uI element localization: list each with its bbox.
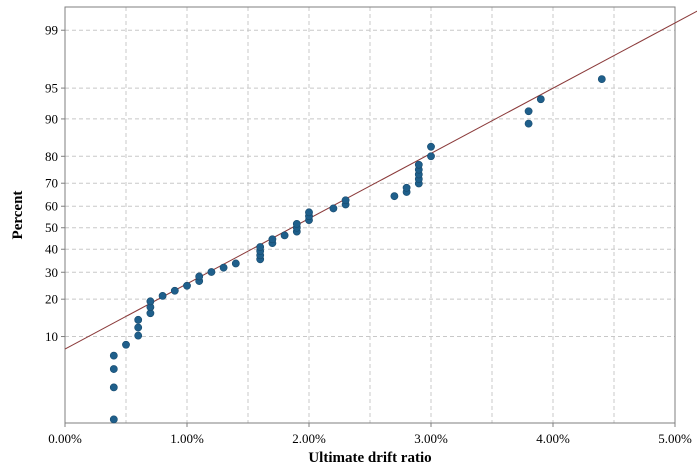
plot-frame: [64, 6, 676, 424]
data-point: [280, 231, 289, 240]
x-tick-label: 1.00%: [170, 431, 204, 446]
data-point: [414, 160, 423, 169]
data-point: [341, 196, 350, 205]
y-tick-label: 95: [45, 81, 58, 96]
data-point: [134, 323, 143, 332]
data-point: [427, 142, 435, 151]
data-point: [524, 119, 533, 128]
data-point: [524, 107, 533, 116]
data-point: [109, 365, 118, 373]
data-point: [195, 272, 204, 281]
data-point: [146, 297, 155, 306]
data-point: [402, 183, 411, 192]
data-point: [597, 75, 606, 84]
data-point: [109, 415, 118, 424]
data-point: [268, 235, 277, 244]
data-point: [305, 208, 313, 217]
data-point: [134, 315, 143, 324]
y-tick-label: 50: [45, 220, 58, 235]
y-tick-label: 40: [45, 242, 58, 257]
y-tick-label: 20: [45, 292, 58, 307]
data-point: [134, 331, 143, 340]
y-tick-label: 99: [45, 23, 58, 38]
data-point: [390, 192, 399, 201]
x-tick-label: 3.00%: [414, 431, 448, 446]
x-tick-labels: 0.00% 1.00% 2.00% 3.00% 4.00% 5.00%: [48, 423, 692, 446]
data-point: [109, 351, 118, 360]
y-tick-label: 60: [45, 199, 58, 214]
data-point: [256, 243, 265, 251]
data-point: [170, 286, 179, 295]
data-point: [158, 292, 167, 300]
data-point: [231, 259, 240, 268]
x-tick-label: 4.00%: [536, 431, 570, 446]
data-point: [109, 383, 118, 392]
x-tick-label: 5.00%: [658, 431, 692, 446]
y-tick-label: 10: [45, 329, 58, 344]
y-tick-label: 30: [45, 265, 58, 280]
data-point: [122, 340, 130, 349]
x-axis-title: Ultimate drift ratio: [308, 450, 431, 466]
y-tick-label: 80: [45, 149, 58, 164]
y-tick-labels: 10 20 30 40 50 60 70 80 90 95 99: [45, 23, 65, 344]
x-tick-label: 0.00%: [48, 431, 82, 446]
data-point: [207, 268, 216, 276]
data-point: [183, 281, 191, 290]
data-point: [427, 152, 435, 161]
data-point: [219, 263, 228, 272]
grid: [65, 7, 675, 423]
y-tick-label: 70: [45, 176, 58, 191]
data-point: [292, 220, 301, 228]
data-point: [329, 204, 338, 213]
data-point: [536, 95, 545, 104]
y-axis-title: Percent: [10, 191, 26, 240]
y-tick-label: 90: [45, 111, 58, 126]
data-points: [109, 75, 606, 424]
x-tick-label: 2.00%: [292, 431, 326, 446]
